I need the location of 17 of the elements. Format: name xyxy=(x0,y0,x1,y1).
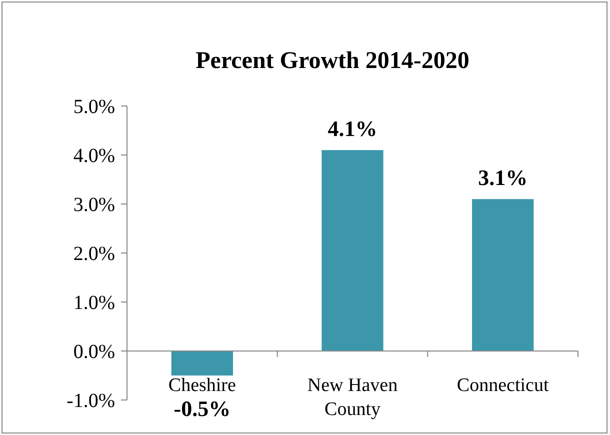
y-tick-label: 3.0% xyxy=(73,194,115,216)
x-tick-label: New Haven County xyxy=(307,375,398,420)
y-tick-label: -1.0% xyxy=(66,390,115,412)
data-label: -0.5% xyxy=(174,396,231,421)
x-tick-label: Cheshire xyxy=(168,375,236,396)
y-tick-label: 0.0% xyxy=(73,341,115,363)
chart-title: Percent Growth 2014-2020 xyxy=(196,48,470,74)
data-label: 3.1% xyxy=(478,165,528,190)
x-tick-label: Connecticut xyxy=(456,375,550,396)
data-label: 4.1% xyxy=(328,116,378,142)
bar xyxy=(171,351,233,376)
bar xyxy=(322,150,384,351)
y-tick-label: 5.0% xyxy=(73,96,115,118)
y-tick-label: 2.0% xyxy=(73,243,115,265)
bar xyxy=(472,199,534,351)
y-tick-label: 4.0% xyxy=(73,145,115,167)
y-tick-label: 1.0% xyxy=(73,292,115,314)
